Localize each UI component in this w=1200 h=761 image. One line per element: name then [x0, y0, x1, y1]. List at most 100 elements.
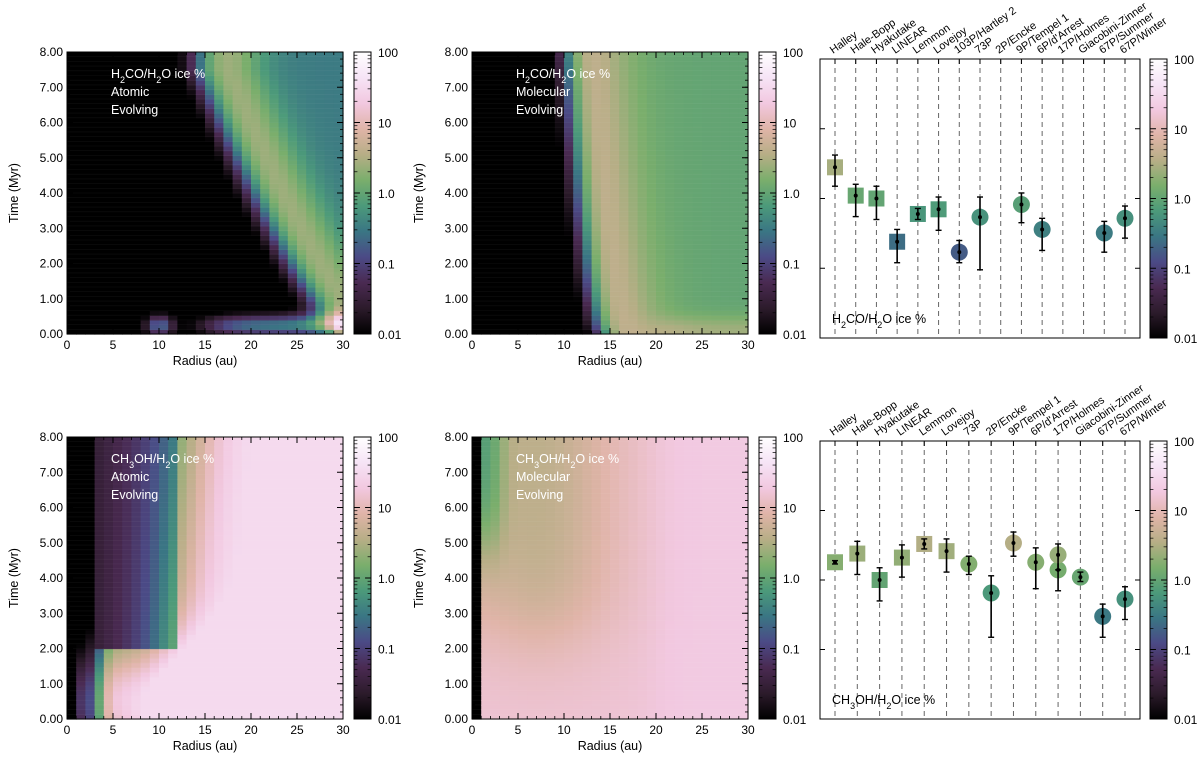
heatmap-cell: [610, 211, 620, 218]
heatmap-cell: [131, 183, 142, 189]
heatmap-cell: [232, 230, 243, 236]
heatmap-cell: [103, 488, 114, 494]
heatmap-cell: [103, 498, 114, 504]
heatmap-cell: [656, 221, 666, 227]
heatmap-cell: [527, 108, 537, 114]
heatmap-cell: [499, 211, 510, 218]
heatmap-cell: [94, 606, 105, 612]
heatmap-cell: [131, 230, 142, 236]
heatmap-cell: [600, 249, 611, 255]
heatmap-cell: [711, 211, 721, 218]
heatmap-cell: [232, 52, 243, 58]
heatmap-cell: [94, 681, 105, 687]
heatmap-cell: [195, 329, 206, 335]
heatmap-cell: [85, 704, 96, 711]
heatmap-cell: [278, 193, 289, 199]
heatmap-cell: [610, 127, 620, 133]
heatmap-cell: [113, 131, 123, 138]
heatmap-cell: [205, 230, 215, 236]
heatmap-cell: [85, 84, 96, 91]
x-tick-label: 30: [741, 338, 755, 352]
heatmap-cell: [711, 277, 721, 283]
heatmap-cell: [564, 127, 574, 133]
heatmap-cell: [85, 526, 96, 532]
heatmap-cell: [94, 94, 105, 100]
heatmap-cell: [527, 174, 537, 180]
heatmap-cell: [490, 310, 501, 316]
heatmap-cell: [149, 146, 160, 152]
heatmap-cell: [573, 66, 583, 72]
heatmap-cell: [711, 268, 721, 274]
heatmap-cell: [591, 164, 602, 171]
heatmap-cell: [738, 103, 749, 109]
heatmap-cell: [214, 216, 224, 222]
heatmap-cell: [545, 103, 556, 109]
heatmap-cell: [122, 610, 132, 617]
heatmap-cell: [554, 202, 565, 208]
heatmap-cell: [103, 183, 114, 189]
heatmap-cell: [518, 211, 528, 218]
heatmap-cell: [278, 183, 289, 189]
heatmap-cell: [665, 272, 675, 279]
heatmap-cell: [278, 225, 289, 232]
heatmap-cell: [269, 305, 280, 312]
heatmap-cell: [508, 225, 519, 232]
heatmap-cell: [149, 183, 160, 189]
heatmap-cell: [76, 700, 86, 706]
heatmap-cell: [490, 122, 501, 128]
heatmap-cell: [619, 211, 629, 218]
heatmap-cell: [738, 56, 749, 62]
heatmap-cell: [195, 310, 206, 316]
heatmap-cell: [94, 193, 105, 199]
heatmap-cell: [306, 141, 316, 147]
heatmap-cell: [140, 615, 151, 621]
heatmap-cell: [159, 66, 169, 72]
heatmap-cell: [720, 122, 731, 128]
heatmap-cell: [140, 690, 151, 697]
heatmap-cell: [131, 291, 142, 297]
heatmap-cell: [76, 714, 86, 720]
heatmap-cell: [582, 263, 593, 269]
heatmap-cell: [628, 324, 639, 330]
heatmap-cell: [131, 315, 142, 321]
heatmap-cell: [177, 52, 188, 58]
heatmap-cell: [85, 254, 96, 260]
heatmap-cell: [333, 103, 344, 109]
heatmap-cell: [94, 502, 105, 509]
heatmap-cell: [692, 258, 703, 265]
heatmap-cell: [674, 160, 685, 166]
heatmap-cell: [122, 460, 132, 466]
heatmap-cell: [76, 122, 86, 128]
heatmap-cell: [324, 272, 335, 279]
heatmap-cell: [683, 164, 694, 171]
heatmap-cell: [536, 141, 547, 147]
heatmap-cell: [692, 52, 703, 58]
heatmap-cell: [490, 75, 501, 81]
heatmap-cell: [628, 305, 639, 312]
heatmap-cell: [683, 141, 694, 147]
heatmap-cell: [637, 277, 648, 283]
heatmap-cell: [260, 301, 270, 307]
heatmap-cell: [508, 216, 519, 222]
heatmap-cell: [241, 211, 252, 218]
heatmap-cell: [76, 291, 86, 297]
heatmap-cell: [619, 113, 629, 119]
heatmap-cell: [564, 254, 574, 260]
heatmap-cell: [140, 202, 151, 208]
heatmap-cell: [205, 66, 215, 72]
heatmap-cell: [720, 207, 731, 213]
heatmap-cell: [536, 127, 547, 133]
heatmap-cell: [232, 268, 243, 274]
heatmap-cell: [591, 131, 602, 138]
heatmap-cell: [287, 301, 298, 307]
heatmap-cell: [527, 244, 537, 250]
heatmap-cell: [646, 103, 657, 109]
heatmap-cell: [140, 648, 151, 654]
heatmap-cell: [591, 202, 602, 208]
heatmap-cell: [76, 244, 86, 250]
heatmap-cell: [674, 216, 685, 222]
heatmap-cell: [122, 324, 132, 330]
heatmap-cell: [591, 61, 602, 67]
heatmap-cell: [214, 70, 224, 77]
heatmap-cell: [646, 324, 657, 330]
